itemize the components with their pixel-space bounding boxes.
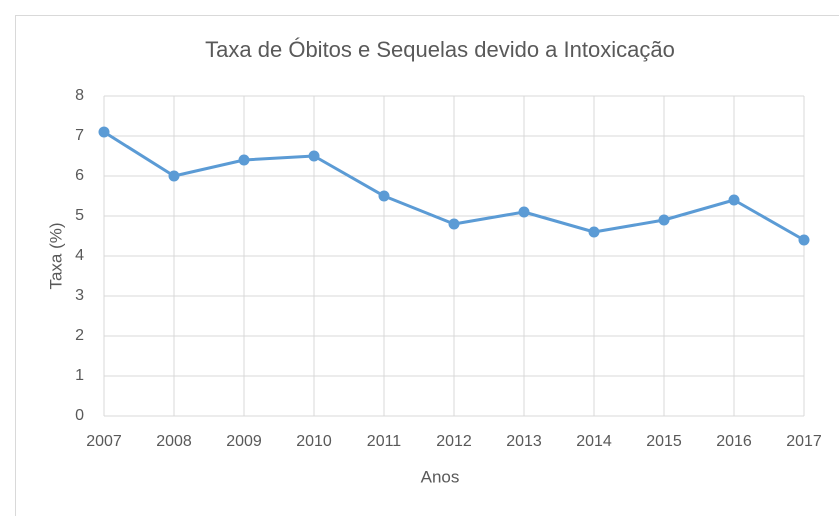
point — [378, 190, 390, 202]
y-tick-label: 5 — [75, 207, 84, 224]
chart-border — [15, 15, 839, 516]
x-tick-label: 2010 — [296, 433, 332, 450]
point — [238, 154, 250, 166]
y-tick-label: 8 — [75, 87, 84, 104]
x-tick-label: 2013 — [506, 433, 542, 450]
x-tick-label: 2012 — [436, 433, 472, 450]
x-axis-label: Anos — [421, 467, 460, 486]
x-tick-label: 2016 — [716, 433, 752, 450]
point — [168, 170, 180, 182]
x-tick-label: 2017 — [786, 433, 822, 450]
y-tick-label: 6 — [75, 167, 84, 184]
point — [658, 214, 670, 226]
point — [98, 126, 110, 138]
point — [448, 218, 460, 230]
x-tick-label: 2014 — [576, 433, 612, 450]
y-tick-label: 0 — [75, 407, 84, 424]
point — [798, 234, 810, 246]
x-tick-label: 2015 — [646, 433, 682, 450]
point — [728, 194, 740, 206]
y-tick-label: 1 — [75, 367, 84, 384]
chart-title: Taxa de Óbitos e Sequelas devido a Intox… — [205, 37, 675, 62]
point — [588, 226, 600, 238]
y-tick-label: 4 — [75, 247, 84, 264]
x-tick-label: 2011 — [367, 433, 402, 450]
y-tick-label: 3 — [75, 287, 84, 304]
x-tick-label: 2008 — [156, 433, 192, 450]
x-tick-label: 2007 — [86, 433, 122, 450]
point — [308, 150, 320, 162]
y-axis-label: Taxa (%) — [46, 222, 65, 289]
point — [518, 206, 530, 218]
x-tick-label: 2009 — [226, 433, 262, 450]
y-tick-label: 7 — [75, 127, 84, 144]
y-tick-label: 2 — [75, 327, 84, 344]
